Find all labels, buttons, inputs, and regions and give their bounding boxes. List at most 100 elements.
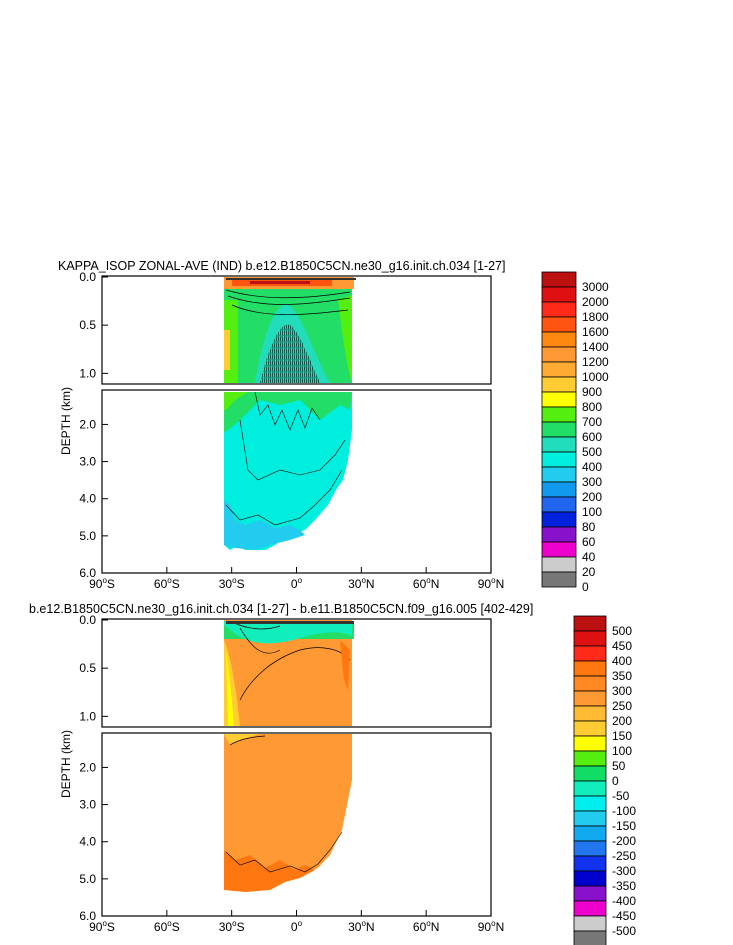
panel-2-lower-field xyxy=(224,734,352,892)
panel-2-y-axis: 0.0 0.5 1.0 2.0 3.0 4.0 5.0 6.0 xyxy=(79,613,108,923)
colorbar-swatch xyxy=(573,615,607,632)
y-tick-label: 5.0 xyxy=(79,872,96,886)
colorbar-label: 300 xyxy=(612,684,632,698)
x-tick-label: 60oN xyxy=(413,576,439,591)
colorbar-label: 200 xyxy=(582,490,602,504)
colorbar-label: -450 xyxy=(612,909,636,923)
colorbar-swatch xyxy=(541,406,577,423)
colorbar-swatch xyxy=(573,810,607,827)
x-tick-label: 90oS xyxy=(89,919,115,934)
panel-1-y-axis: 0.0 0.5 1.0 2.0 3.0 4.0 5.0 6.0 xyxy=(79,270,108,580)
colorbar-swatch xyxy=(573,750,607,767)
y-tick-label: 5.0 xyxy=(79,529,96,543)
colorbar-label: 400 xyxy=(582,460,602,474)
colorbar-label: 250 xyxy=(612,699,632,713)
colorbar-swatch xyxy=(541,316,577,333)
colorbar-label: 400 xyxy=(612,654,632,668)
colorbar-label: -200 xyxy=(612,834,636,848)
colorbar-label: 200 xyxy=(612,714,632,728)
colorbar-label: 50 xyxy=(612,759,626,773)
colorbar-swatch xyxy=(541,301,577,318)
colorbar-label: -400 xyxy=(612,894,636,908)
colorbar-swatch xyxy=(541,451,577,468)
y-tick-label: 0.0 xyxy=(79,270,96,284)
colorbar-label: 0 xyxy=(582,580,589,594)
panel-1-ylabel: DEPTH (km) xyxy=(59,387,73,455)
panel-1: KAPPA_ISOP ZONAL-AVE (IND) b.e12.B1850C5… xyxy=(58,259,609,594)
colorbar-swatch xyxy=(573,720,607,737)
x-tick-label: 30oN xyxy=(348,919,374,934)
x-tick-label: 90oS xyxy=(89,576,115,591)
panel-1-title: KAPPA_ISOP ZONAL-AVE (IND) b.e12.B1850C5… xyxy=(58,259,505,273)
panel-1-lower-field xyxy=(224,391,352,550)
colorbar-swatch xyxy=(573,735,607,752)
panel-2-upper-field xyxy=(224,620,354,726)
x-tick-label: 60oS xyxy=(154,576,180,591)
colorbar-swatch xyxy=(573,660,607,677)
colorbar-label: 20 xyxy=(582,565,596,579)
colorbar-label: 1800 xyxy=(582,310,609,324)
colorbar-label: 500 xyxy=(612,624,632,638)
x-tick-label: 0o xyxy=(291,576,303,591)
colorbar-label: 700 xyxy=(582,415,602,429)
y-tick-label: 4.0 xyxy=(79,492,96,506)
colorbar-label: -500 xyxy=(612,924,636,938)
y-tick-label: 3.0 xyxy=(79,798,96,812)
colorbar-label: 450 xyxy=(612,639,632,653)
colorbar-swatch xyxy=(573,795,607,812)
x-tick-label: 0o xyxy=(291,919,303,934)
colorbar-swatch xyxy=(541,331,577,348)
colorbar-label: 100 xyxy=(612,744,632,758)
y-tick-label: 2.0 xyxy=(79,760,96,774)
y-tick-label: 0.0 xyxy=(79,613,96,627)
colorbar-label: 80 xyxy=(582,520,596,534)
panel-1-upper-field xyxy=(224,277,356,383)
colorbar-label: 350 xyxy=(612,669,632,683)
colorbar-swatch xyxy=(541,361,577,378)
y-tick-label: 1.0 xyxy=(79,366,96,380)
colorbar-swatch xyxy=(541,511,577,528)
colorbar-swatch xyxy=(541,466,577,483)
colorbar-swatch xyxy=(573,630,607,647)
colorbar-label: 600 xyxy=(582,430,602,444)
panel-2-x-axis: 90oS 60oS 30oS 0o 30oN 60oN 90oN xyxy=(89,910,504,934)
colorbar-swatch xyxy=(541,286,577,303)
colorbar-swatch xyxy=(541,541,577,558)
colorbar-label: 300 xyxy=(582,475,602,489)
colorbar-label: 1600 xyxy=(582,325,609,339)
colorbar-label: -100 xyxy=(612,804,636,818)
x-tick-label: 90oN xyxy=(478,576,504,591)
colorbar-label: 1200 xyxy=(582,355,609,369)
colorbar-label: 1000 xyxy=(582,370,609,384)
colorbar-swatch xyxy=(573,915,607,932)
colorbar-swatch xyxy=(573,690,607,707)
colorbar-label: 2000 xyxy=(582,295,609,309)
colorbar-swatch xyxy=(541,376,577,393)
colorbar-swatch xyxy=(573,825,607,842)
colorbar-label: 500 xyxy=(582,445,602,459)
colorbar-swatch xyxy=(573,900,607,917)
colorbar-label: -300 xyxy=(612,864,636,878)
colorbar-swatch xyxy=(541,271,577,288)
colorbar-label: 800 xyxy=(582,400,602,414)
panel-2-upper-frame xyxy=(101,618,492,728)
colorbar-label: -50 xyxy=(612,789,630,803)
colorbar-label: 0 xyxy=(612,774,619,788)
colorbar-swatch xyxy=(541,436,577,453)
colorbar-swatch xyxy=(541,391,577,408)
colorbar-swatch xyxy=(573,885,607,902)
y-tick-label: 6.0 xyxy=(79,909,96,923)
colorbar-label: 60 xyxy=(582,535,596,549)
colorbar-label: -250 xyxy=(612,849,636,863)
y-tick-label: 6.0 xyxy=(79,566,96,580)
colorbar-label: 3000 xyxy=(582,280,609,294)
panel-2-ylabel: DEPTH (km) xyxy=(59,730,73,798)
colorbar-swatch xyxy=(541,481,577,498)
panel-1-x-axis: 90oS 60oS 30oS 0o 30oN 60oN 90oN xyxy=(89,567,504,591)
colorbar-label: 150 xyxy=(612,729,632,743)
x-tick-label: 30oS xyxy=(219,919,245,934)
colorbar-label: 100 xyxy=(582,505,602,519)
x-tick-label: 60oN xyxy=(413,919,439,934)
colorbar-swatch xyxy=(573,645,607,662)
